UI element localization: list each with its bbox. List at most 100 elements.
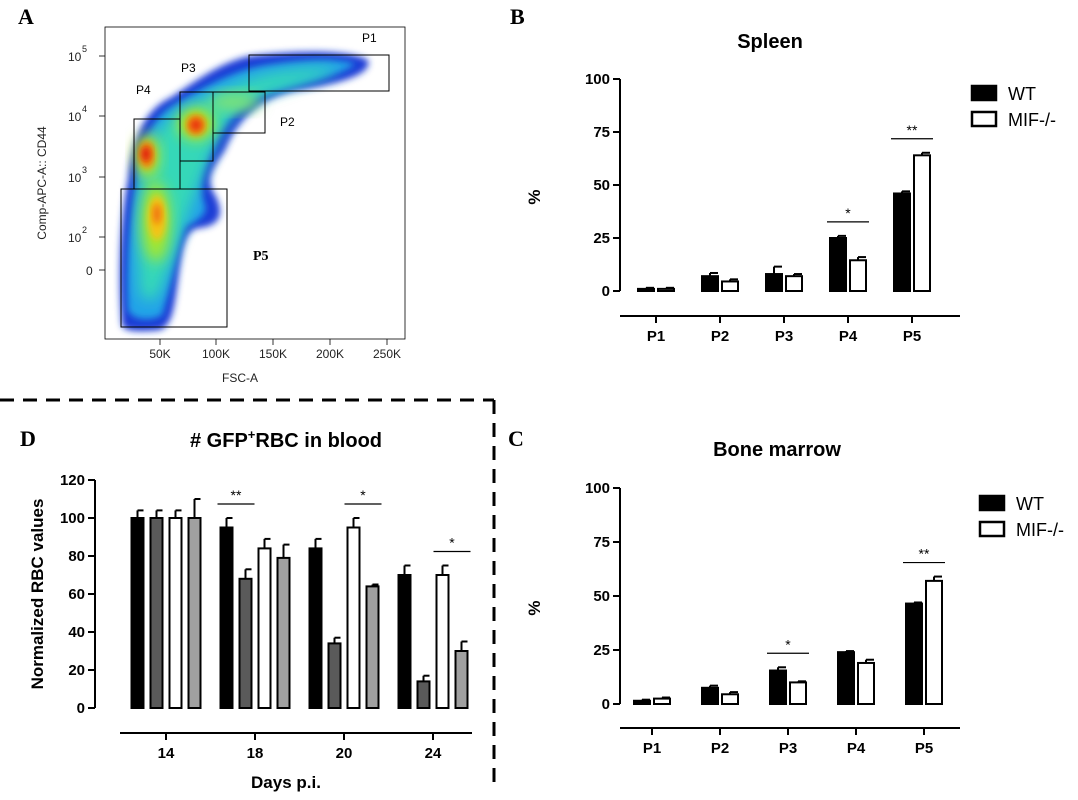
flow-x-tick-50k: 50K bbox=[149, 347, 170, 361]
flow-y-tick-1e2: 10 bbox=[68, 231, 82, 245]
x-tick-label: P3 bbox=[779, 740, 797, 757]
x-tick-label: 20 bbox=[336, 745, 353, 762]
significance-label: * bbox=[845, 205, 851, 221]
significance-label: * bbox=[785, 636, 791, 652]
bar bbox=[308, 547, 323, 710]
bar bbox=[857, 661, 875, 706]
flow-y-ticks bbox=[99, 55, 105, 271]
bar bbox=[837, 651, 855, 705]
legend-label: WT bbox=[1008, 84, 1036, 104]
legend-label: WT bbox=[1016, 494, 1044, 514]
y-axis-label: % bbox=[525, 600, 544, 615]
bar bbox=[913, 154, 931, 292]
bar bbox=[721, 280, 739, 292]
gate-label-p5: P5 bbox=[253, 249, 269, 264]
bar bbox=[849, 259, 867, 293]
significance-label: * bbox=[449, 535, 455, 551]
y-tick-label: 0 bbox=[602, 696, 610, 713]
bar bbox=[637, 287, 655, 293]
bar bbox=[397, 574, 412, 709]
flow-y-tick-exp-4: 4 bbox=[82, 104, 87, 114]
flow-x-tick-100k: 100K bbox=[202, 347, 230, 361]
y-tick-label: 100 bbox=[585, 71, 610, 88]
legend-swatch bbox=[978, 494, 1006, 512]
flow-x-ticks bbox=[159, 339, 388, 345]
legend-swatch bbox=[978, 520, 1006, 538]
bar bbox=[785, 275, 803, 293]
bar bbox=[454, 650, 469, 709]
y-tick-label: 40 bbox=[68, 624, 85, 641]
gate-label-p4: P4 bbox=[136, 83, 151, 97]
y-tick-label: 60 bbox=[68, 586, 85, 603]
gate-p1 bbox=[248, 54, 390, 92]
y-tick-label: 20 bbox=[68, 662, 85, 679]
bar bbox=[219, 526, 234, 709]
y-tick-label: 100 bbox=[585, 480, 610, 497]
legend-swatch bbox=[970, 110, 998, 128]
chart-title: # GFP+RBC in blood bbox=[190, 427, 382, 452]
bar bbox=[657, 287, 675, 293]
x-tick-label: P1 bbox=[643, 740, 661, 757]
bar bbox=[327, 642, 342, 710]
bar bbox=[238, 577, 253, 709]
bar bbox=[721, 693, 739, 706]
panel-d-separator bbox=[0, 398, 496, 790]
bar bbox=[893, 192, 911, 292]
flow-plot-frame bbox=[104, 26, 406, 340]
bar bbox=[130, 517, 145, 709]
bar bbox=[653, 697, 671, 705]
x-tick-label: 14 bbox=[158, 745, 175, 762]
bar bbox=[925, 579, 943, 706]
y-tick-label: 75 bbox=[593, 534, 610, 551]
bar bbox=[905, 602, 923, 705]
x-axis-label: Days p.i. bbox=[251, 773, 321, 792]
y-axis-label: % bbox=[525, 189, 544, 204]
x-tick-label: 18 bbox=[247, 745, 264, 762]
bar bbox=[435, 574, 450, 709]
flow-y-tick-0: 0 bbox=[86, 264, 93, 278]
x-tick-label: P3 bbox=[775, 328, 793, 345]
legend-label: MIF-/- bbox=[1008, 110, 1056, 130]
flow-gates bbox=[120, 54, 390, 328]
significance-label: ** bbox=[907, 122, 918, 138]
bar bbox=[829, 237, 847, 292]
significance-label: * bbox=[360, 487, 366, 503]
title-superscript: + bbox=[248, 427, 256, 442]
title-suffix: RBC in blood bbox=[255, 430, 382, 452]
bar bbox=[633, 699, 651, 706]
bar bbox=[346, 526, 361, 709]
y-tick-label: 80 bbox=[68, 548, 85, 565]
flow-y-tick-exp-5: 5 bbox=[82, 44, 87, 54]
bar bbox=[276, 556, 291, 710]
y-tick-label: 25 bbox=[593, 642, 610, 659]
flow-y-tick-1e5: 10 bbox=[68, 50, 82, 64]
y-tick-label: 25 bbox=[593, 230, 610, 247]
x-tick-label: 24 bbox=[425, 745, 442, 762]
legend-swatch bbox=[970, 84, 998, 102]
flow-x-tick-250k: 250K bbox=[373, 347, 401, 361]
gate-label-p1: P1 bbox=[362, 31, 377, 45]
y-tick-label: 120 bbox=[60, 472, 85, 489]
panel-label-d: D bbox=[20, 426, 36, 451]
flow-y-tick-1e3: 10 bbox=[68, 171, 82, 185]
significance-label: ** bbox=[231, 487, 242, 503]
gate-label-p3: P3 bbox=[181, 61, 196, 75]
bar bbox=[168, 517, 183, 709]
x-tick-label: P4 bbox=[847, 740, 866, 757]
bar bbox=[701, 686, 719, 705]
y-axis-label: Normalized RBC values bbox=[28, 499, 47, 690]
x-tick-label: P2 bbox=[711, 328, 729, 345]
y-tick-label: 0 bbox=[602, 283, 610, 300]
panel-label-b: B bbox=[510, 4, 525, 29]
chart-gfp-rbc: # GFP+RBC in blood 0 20 40 60 80 100 120 Normali… bbox=[28, 427, 472, 792]
flow-density bbox=[120, 51, 369, 332]
bar bbox=[769, 669, 787, 706]
chart-title: Bone marrow bbox=[713, 439, 841, 461]
significance-label: ** bbox=[919, 546, 930, 562]
flow-y-tick-exp-3: 3 bbox=[82, 165, 87, 175]
bar bbox=[416, 680, 431, 710]
x-tick-label: P5 bbox=[903, 328, 921, 345]
bar bbox=[149, 517, 164, 709]
